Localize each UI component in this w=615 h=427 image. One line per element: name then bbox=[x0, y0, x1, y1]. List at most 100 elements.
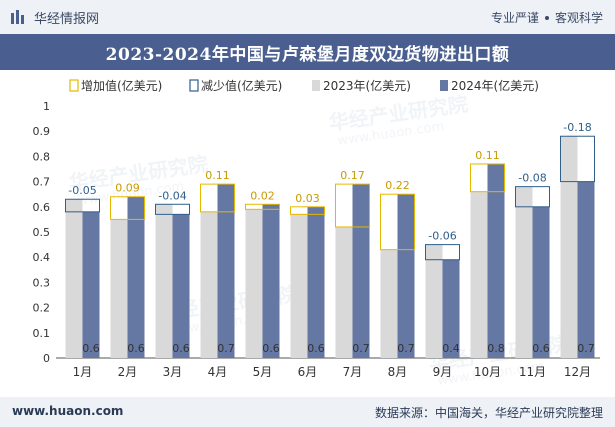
change-label: 0.09 bbox=[115, 182, 140, 195]
bar-2023 bbox=[245, 209, 263, 358]
decrease-box bbox=[65, 198, 100, 213]
x-tick-label: 8月 bbox=[388, 365, 408, 379]
bar-2024 bbox=[487, 163, 505, 358]
separator-dot-icon bbox=[544, 15, 549, 20]
change-label: -0.05 bbox=[68, 184, 96, 197]
y-tick-label: 0 bbox=[43, 352, 50, 365]
change-label: 0.11 bbox=[205, 169, 230, 182]
change-label: 0.11 bbox=[475, 149, 500, 162]
x-tick-label: 12月 bbox=[564, 365, 591, 379]
value-label-2024: 0.7 bbox=[217, 342, 235, 355]
y-tick-label: 0.4 bbox=[33, 251, 51, 264]
increase-box bbox=[245, 203, 280, 210]
chart-title: 2023-2024年中国与卢森堡月度双边货物进出口额 bbox=[105, 44, 510, 65]
value-label-2024: 0.6 bbox=[532, 342, 550, 355]
value-label-2024: 0.7 bbox=[577, 342, 595, 355]
x-tick-label: 2月 bbox=[118, 365, 138, 379]
legend-label: 2024年(亿美元) bbox=[451, 78, 539, 93]
value-label-2024: 0.6 bbox=[307, 342, 325, 355]
y-tick-label: 0.7 bbox=[33, 176, 51, 189]
value-label-2024: 0.7 bbox=[397, 342, 415, 355]
y-tick-label: 0.8 bbox=[33, 150, 51, 163]
y-tick-label: 0.6 bbox=[33, 201, 51, 214]
bars-layer bbox=[65, 135, 595, 358]
title-bar: 2023-2024年中国与卢森堡月度双边货物进出口额 bbox=[0, 34, 615, 70]
legend-swatch-decrease bbox=[189, 79, 199, 92]
x-tick-label: 10月 bbox=[474, 365, 501, 379]
bar-2024 bbox=[172, 214, 190, 358]
footer-source: 数据来源：中国海关，华经产业研究院整理 bbox=[374, 406, 603, 420]
y-tick-label: 0.9 bbox=[33, 125, 51, 138]
bar-2023 bbox=[335, 226, 353, 358]
increase-box bbox=[335, 183, 370, 228]
x-tick-label: 3月 bbox=[163, 365, 183, 379]
bar-2023 bbox=[425, 244, 443, 358]
value-label-2024: 0.6 bbox=[172, 342, 190, 355]
bar-2023 bbox=[560, 136, 578, 358]
x-tick-label: 1月 bbox=[73, 365, 93, 379]
y-tick-label: 0.5 bbox=[33, 226, 51, 239]
legend: 增加值(亿美元) 减少值(亿美元) 2023年(亿美元) 2024年(亿美元) bbox=[69, 78, 539, 93]
legend-item-2024: 2024年(亿美元) bbox=[440, 78, 539, 93]
x-tick-label: 11月 bbox=[519, 365, 546, 379]
footer: www.huaon.com 数据来源：中国海关，华经产业研究院整理 bbox=[0, 397, 615, 427]
value-label-2024: 0.8 bbox=[487, 342, 505, 355]
legend-item-2023: 2023年(亿美元) bbox=[312, 78, 411, 93]
x-tick-label: 7月 bbox=[343, 365, 363, 379]
decrease-box bbox=[155, 203, 190, 215]
value-label-2024: 0.4 bbox=[442, 342, 460, 355]
bar-2023 bbox=[290, 214, 308, 358]
change-label: 0.22 bbox=[385, 179, 410, 192]
bar-2024 bbox=[307, 206, 325, 358]
x-tick-label: 4月 bbox=[208, 365, 228, 379]
footer-website: www.huaon.com bbox=[12, 404, 124, 418]
legend-item-decrease: 减少值(亿美元) bbox=[189, 78, 282, 93]
increase-box bbox=[200, 183, 235, 213]
increase-box bbox=[290, 206, 325, 215]
legend-swatch-2024 bbox=[440, 80, 448, 91]
brand-logo-icon bbox=[11, 10, 24, 24]
bar-2023 bbox=[470, 191, 488, 358]
change-label: -0.06 bbox=[428, 230, 456, 243]
brand-name: 华经情报网 bbox=[34, 11, 100, 27]
top-bar: 华经情报网 专业严谨 客观科学 bbox=[0, 0, 615, 34]
bar-2024 bbox=[577, 181, 595, 358]
bar-2023 bbox=[155, 204, 173, 358]
y-tick-label: 0.1 bbox=[33, 327, 51, 340]
legend-item-increase: 增加值(亿美元) bbox=[69, 78, 162, 93]
bar-2024 bbox=[262, 204, 280, 358]
bar-2023 bbox=[65, 199, 83, 358]
bar-2024 bbox=[217, 184, 235, 358]
bar-2024 bbox=[442, 259, 460, 358]
legend-label: 减少值(亿美元) bbox=[201, 78, 282, 93]
bar-2023 bbox=[380, 249, 398, 358]
value-label-2024: 0.6 bbox=[82, 342, 100, 355]
tagline-left: 专业严谨 bbox=[490, 11, 539, 25]
tagline-right: 客观科学 bbox=[554, 11, 603, 25]
legend-swatch-2023 bbox=[312, 80, 320, 91]
change-label: 0.02 bbox=[250, 189, 275, 202]
bar-chart: 华经产业研究院www.huaon.com华经产业研究院www.huaon.com… bbox=[33, 78, 600, 389]
bar-2024 bbox=[532, 206, 550, 358]
bar-2023 bbox=[200, 211, 218, 358]
bar-2023 bbox=[110, 219, 128, 358]
legend-swatch-increase bbox=[69, 79, 79, 92]
value-label-2024: 0.7 bbox=[352, 342, 370, 355]
value-label-2024: 0.6 bbox=[262, 342, 280, 355]
bar-2024 bbox=[127, 196, 145, 358]
value-label-2024: 0.6 bbox=[127, 342, 145, 355]
y-tick-label: 0.2 bbox=[33, 302, 51, 315]
change-label: -0.08 bbox=[518, 172, 546, 185]
y-axis: 0 0.1 0.2 0.3 0.4 0.5 0.6 0.7 0.8 0.9 1 bbox=[33, 100, 600, 365]
bar-2024 bbox=[82, 211, 100, 358]
decrease-box bbox=[515, 186, 550, 208]
change-label: -0.18 bbox=[563, 121, 591, 134]
labels-layer: -0.05 0.6 1月 0.09 0.6 2月 -0.04 0.6 3月 0.11 0.7 4月 0.… bbox=[68, 121, 594, 379]
brand: 华经情报网 bbox=[10, 8, 100, 27]
decrease-box bbox=[560, 135, 595, 183]
tagline: 专业严谨 客观科学 bbox=[491, 9, 603, 26]
change-label: 0.03 bbox=[295, 192, 320, 205]
x-tick-label: 5月 bbox=[253, 365, 273, 379]
increase-box bbox=[470, 163, 505, 193]
decrease-box bbox=[425, 244, 460, 261]
